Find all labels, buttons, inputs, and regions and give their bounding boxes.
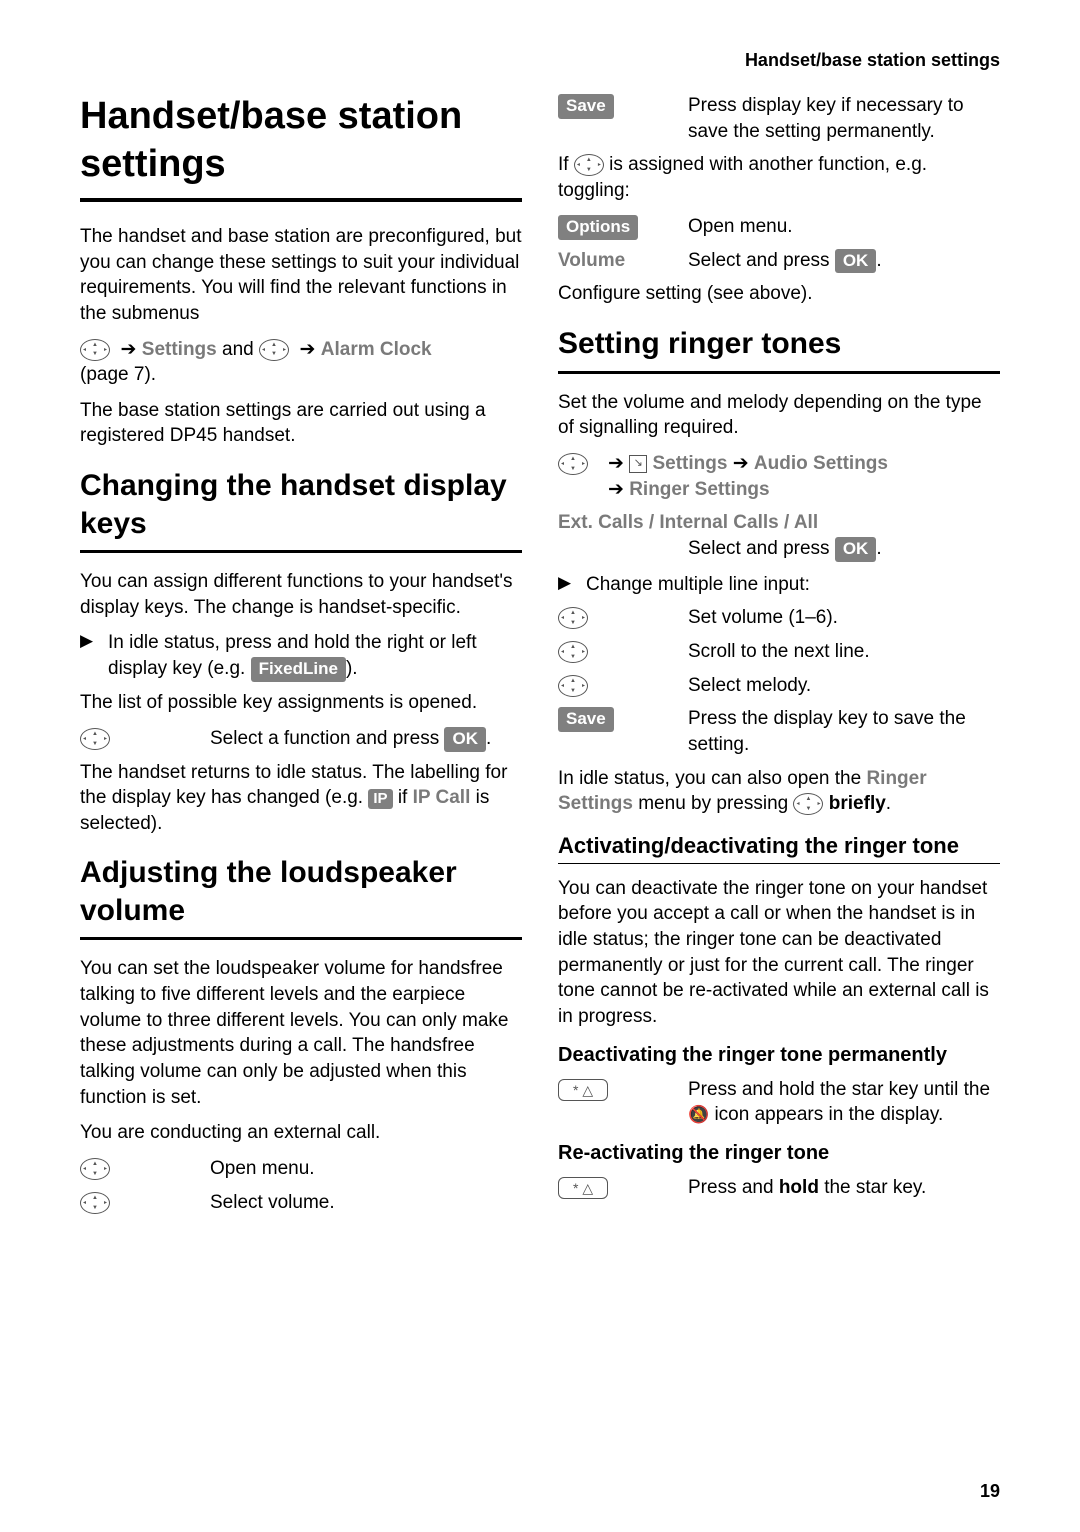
nav-key-icon: ◂▸ xyxy=(793,793,823,815)
nav-key-icon: ◂▸ xyxy=(574,154,604,176)
nav-key-icon: ◂▸ xyxy=(80,1192,110,1214)
section-heading-loudspeaker: Adjusting the loudspeaker volume xyxy=(80,854,522,929)
select-melody-text: Select melody. xyxy=(688,673,1000,699)
volume-label: Volume xyxy=(558,250,625,271)
nav-key-icon: ◂▸ xyxy=(80,728,110,750)
subsection-heading-activating: Activating/deactivating the ringer tone xyxy=(558,833,1000,859)
intro-paragraph-2: The base station settings are carried ou… xyxy=(80,398,522,449)
star-key-icon: * △ xyxy=(558,1079,608,1101)
changing-keys-para-3: The handset returns to idle status. The … xyxy=(80,760,522,837)
save-badge: Save xyxy=(558,94,614,119)
nav-key-icon: ◂▸ xyxy=(259,339,289,361)
menu-path-row: ◂▸ ➔ ↘ Settings ➔ Audio Settings ➔ Ringe… xyxy=(558,451,1000,502)
nav-key-icon: ◂▸ xyxy=(558,675,588,697)
left-column: Handset/base station settings The handse… xyxy=(80,93,522,1223)
save-badge: Save xyxy=(558,707,614,732)
definition-row: Options Open menu. xyxy=(558,214,1000,240)
changing-keys-para-2: The list of possible key assignments is … xyxy=(80,690,522,716)
ok-badge: OK xyxy=(835,249,877,274)
idle-status-text: In idle status, you can also open the Ri… xyxy=(558,766,1000,817)
save-text: Press display key if necessary to save t… xyxy=(688,93,1000,144)
definition-row: Save Press display key if necessary to s… xyxy=(558,93,1000,144)
change-line-text: Change multiple line input: xyxy=(586,572,810,598)
right-column: Save Press display key if necessary to s… xyxy=(558,93,1000,1223)
section-rule xyxy=(80,937,522,940)
nav-key-icon: ◂▸ xyxy=(558,453,588,475)
nav-key-icon: ◂▸ xyxy=(80,1158,110,1180)
sub-heading-deactivating: Deactivating the ringer tone permanently xyxy=(558,1044,1000,1067)
definition-row: Save Press the display key to save the s… xyxy=(558,706,1000,757)
intro-paragraph-1: The handset and base station are preconf… xyxy=(80,224,522,327)
bullet-item: ▶ Change multiple line input: xyxy=(558,572,1000,598)
set-volume-text: Set volume (1–6). xyxy=(688,605,1000,631)
definition-row: ◂▸ Set volume (1–6). xyxy=(558,605,1000,631)
definition-row: ◂▸ Scroll to the next line. xyxy=(558,639,1000,665)
definition-row: * △ Press and hold the star key until th… xyxy=(558,1077,1000,1128)
save-setting-text: Press the display key to save the settin… xyxy=(688,706,1000,757)
ok-badge: OK xyxy=(835,537,877,562)
ip-call-label: IP Call xyxy=(413,787,471,808)
section-rule xyxy=(558,371,1000,374)
nav-key-icon: ◂▸ xyxy=(558,641,588,663)
definition-row: ◂▸ Open menu. xyxy=(80,1156,522,1182)
two-column-layout: Handset/base station settings The handse… xyxy=(80,93,1000,1223)
alarm-clock-label: Alarm Clock xyxy=(321,339,432,360)
loudspeaker-para-2: You are conducting an external call. xyxy=(80,1120,522,1146)
fixedline-badge: FixedLine xyxy=(251,657,346,682)
reactivate-text: Press and hold the star key. xyxy=(688,1175,1000,1201)
definition-row: * △ Press and hold the star key. xyxy=(558,1175,1000,1201)
loudspeaker-para-1: You can set the loudspeaker volume for h… xyxy=(80,956,522,1110)
definition-text: Select a function and press OK. xyxy=(210,726,522,752)
running-header: Handset/base station settings xyxy=(80,50,1000,71)
ringer-para-1: Set the volume and melody depending on t… xyxy=(558,390,1000,441)
nav-key-icon: ◂▸ xyxy=(80,339,110,361)
menu-path-text: ➔ ↘ Settings ➔ Audio Settings ➔ Ringer S… xyxy=(608,451,1000,502)
nav-key-icon: ◂▸ xyxy=(558,607,588,629)
scroll-text: Scroll to the next line. xyxy=(688,639,1000,665)
settings-square-icon: ↘ xyxy=(629,455,647,473)
bullet-text: In idle status, press and hold the right… xyxy=(108,630,522,682)
deactivate-text: Press and hold the star key until the 🔕 … xyxy=(688,1077,1000,1128)
ip-badge: IP xyxy=(368,789,392,809)
star-key-icon: * △ xyxy=(558,1177,608,1199)
open-menu-text: Open menu. xyxy=(210,1156,522,1182)
triangle-bullet-icon: ▶ xyxy=(558,572,586,595)
definition-row: Volume Select and press OK. xyxy=(558,248,1000,274)
section-heading-changing-keys: Changing the handset display keys xyxy=(80,467,522,542)
ext-calls-line: Ext. Calls / Internal Calls / All Select… xyxy=(558,510,1000,562)
page-number: 19 xyxy=(980,1481,1000,1502)
triangle-bullet-icon: ▶ xyxy=(80,630,108,653)
section-rule xyxy=(80,550,522,553)
changing-keys-para-1: You can assign different functions to yo… xyxy=(80,569,522,620)
menu-path-line: ◂▸ ➔ Settings and ◂▸ ➔ Alarm Clock (page… xyxy=(80,337,522,388)
section-heading-ringer: Setting ringer tones xyxy=(558,325,1000,363)
definition-row: ◂▸ Select a function and press OK. xyxy=(80,726,522,752)
main-heading: Handset/base station settings xyxy=(80,93,522,188)
options-badge: Options xyxy=(558,215,638,240)
definition-row: ◂▸ Select volume. xyxy=(80,1190,522,1216)
volume-text: Select and press OK. xyxy=(688,248,1000,274)
select-volume-text: Select volume. xyxy=(210,1190,522,1216)
if-assigned-text: If ◂▸ is assigned with another function,… xyxy=(558,152,1000,203)
configure-text: Configure setting (see above). xyxy=(558,281,1000,307)
definition-row: ◂▸ Select melody. xyxy=(558,673,1000,699)
mute-bell-icon: 🔕 xyxy=(688,1105,709,1124)
subsection-rule xyxy=(558,863,1000,864)
options-text: Open menu. xyxy=(688,214,1000,240)
activating-para: You can deactivate the ringer tone on yo… xyxy=(558,876,1000,1030)
sub-heading-reactivating: Re-activating the ringer tone xyxy=(558,1142,1000,1165)
bullet-item: ▶ In idle status, press and hold the rig… xyxy=(80,630,522,682)
settings-label: Settings xyxy=(142,339,217,360)
ok-badge: OK xyxy=(444,727,486,752)
heading-rule xyxy=(80,198,522,202)
